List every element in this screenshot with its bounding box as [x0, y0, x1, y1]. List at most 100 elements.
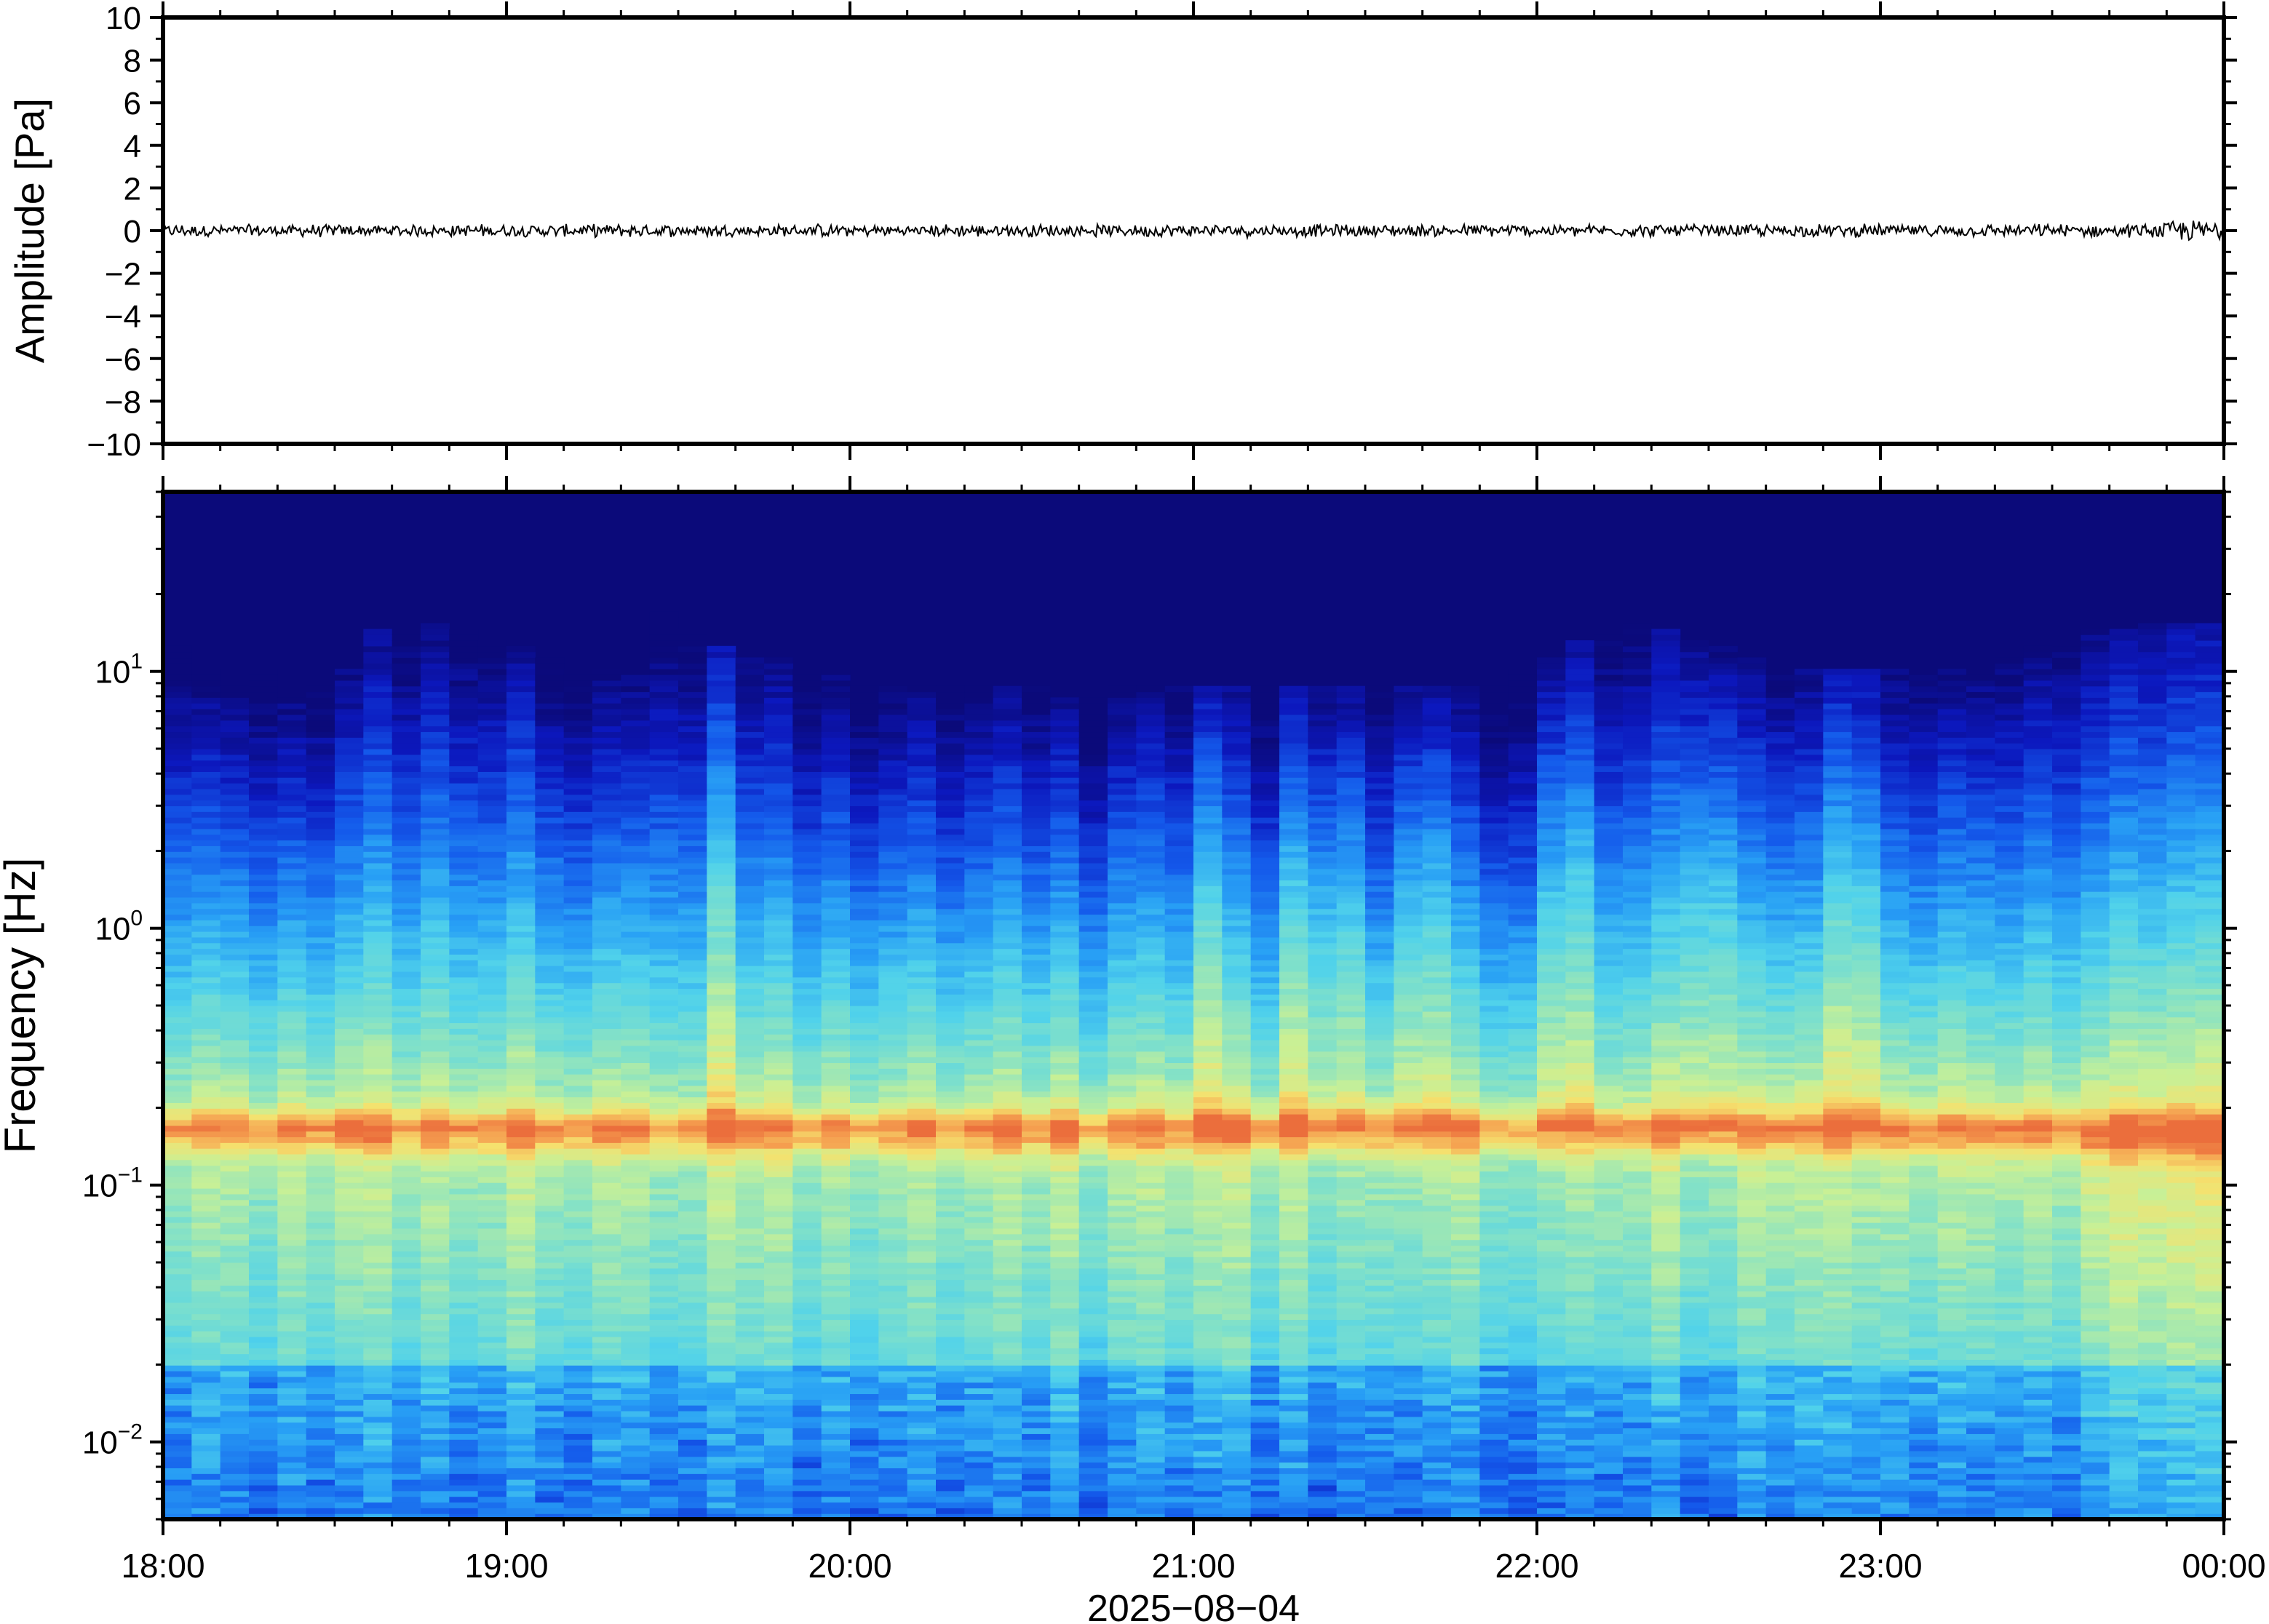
spectrogram-cell [878, 725, 908, 733]
spectrogram-cell [1050, 1319, 1080, 1326]
spectrogram-cell [249, 1114, 278, 1121]
spectrogram-cell [392, 1251, 421, 1257]
spectrogram-cell [792, 1336, 822, 1343]
spectrogram-cell [277, 1439, 307, 1446]
spectrogram-cell [649, 725, 679, 733]
spectrogram-cell [792, 1068, 822, 1075]
spectrogram-cell [678, 1251, 707, 1257]
spectrogram-cell [1078, 1513, 1108, 1519]
spectrogram-cell [249, 691, 278, 698]
spectrogram-cell [1050, 851, 1080, 858]
spectrogram-cell [735, 1188, 765, 1195]
spectrogram-cell [449, 1233, 479, 1241]
spectrogram-cell [535, 1034, 565, 1040]
spectrogram-cell [249, 1091, 278, 1098]
spectrogram-cell [1050, 840, 1080, 846]
spectrogram-cell [306, 868, 335, 875]
spectrogram-cell [678, 805, 707, 812]
spectrogram-cell [821, 1193, 851, 1201]
spectrogram-cell [878, 1416, 908, 1423]
spectrogram-cell [821, 777, 851, 784]
spectrogram-cell [821, 817, 851, 824]
spectrogram-cell [392, 1119, 421, 1126]
spectrogram-cell [707, 697, 736, 704]
spectrogram-cell [220, 971, 250, 978]
spectrogram-cell [821, 1227, 851, 1235]
spectrogram-cell [993, 1056, 1022, 1064]
spectrogram-cell [477, 1188, 507, 1195]
spectrogram-cell [792, 1045, 822, 1052]
spectrogram-cell [506, 1490, 536, 1497]
spectrogram-cell [678, 1319, 707, 1326]
spectrogram-cell [249, 794, 278, 801]
spectrogram-cell [993, 1062, 1022, 1069]
spectrogram-cell [821, 1153, 851, 1161]
spectrogram-cell [850, 891, 879, 898]
spectrogram-cell [993, 822, 1022, 829]
spectrogram-cell [678, 1313, 707, 1321]
spectrogram-cell [1050, 1040, 1080, 1046]
spectrogram-cell [764, 942, 793, 950]
spectrogram-cell [1078, 1490, 1108, 1497]
spectrogram-cell [421, 971, 450, 978]
spectrogram-cell [936, 966, 965, 972]
spectrogram-cell [936, 1342, 965, 1349]
spectrogram-cell [592, 1473, 621, 1480]
spectrogram-cell [392, 629, 421, 635]
spectrogram-cell [220, 1348, 250, 1355]
spectrogram-cell [392, 1513, 421, 1519]
spectrogram-cell [363, 1034, 393, 1040]
spectrogram-cell [735, 1273, 765, 1281]
spectrogram-cell [792, 1490, 822, 1497]
spectrogram-cell [191, 896, 221, 904]
spectrogram-cell [421, 857, 450, 864]
spectrogram-cell [191, 976, 221, 984]
spectrogram-cell [535, 1422, 565, 1429]
spectrogram-cell [764, 1091, 793, 1098]
spectrogram-cell [993, 1137, 1022, 1143]
spectrogram-cell [563, 948, 593, 955]
spectrogram-cell [792, 1371, 822, 1377]
spectrogram-cell [1078, 1342, 1108, 1349]
spectrogram-cell [220, 697, 250, 704]
spectrogram-cell [277, 1399, 307, 1406]
amplitude-y-tick-label: 6 [124, 86, 141, 122]
spectrogram-cell [993, 1291, 1022, 1297]
spectrogram-cell [191, 1091, 221, 1098]
spectrogram-cell [649, 651, 679, 658]
spectrogram-cell [392, 1257, 421, 1263]
spectrogram-cell [964, 697, 994, 704]
spectrogram-cell [1022, 794, 1051, 801]
spectrogram-cell [477, 862, 507, 869]
spectrogram-cell [421, 931, 450, 938]
spectrogram-cell [220, 1307, 250, 1315]
spectrogram-cell [421, 1051, 450, 1058]
spectrogram-cell [277, 1028, 307, 1035]
spectrogram-cell [878, 1388, 908, 1395]
spectrogram-cell [821, 1079, 851, 1086]
spectrogram-cell [707, 1456, 736, 1463]
spectrogram-cell [821, 1102, 851, 1109]
spectrogram-cell [277, 942, 307, 950]
spectrogram-cell [220, 908, 250, 915]
spectrogram-cell [249, 1233, 278, 1241]
spectrogram-cell [477, 800, 507, 807]
spectrogram-cell [449, 1137, 479, 1143]
spectrogram-cell [392, 1473, 421, 1480]
spectrogram-cell [678, 1422, 707, 1429]
spectrogram-cell [592, 1011, 621, 1018]
spectrogram-cell [306, 1074, 335, 1080]
spectrogram-cell [964, 1016, 994, 1024]
spectrogram-cell [1022, 737, 1051, 744]
spectrogram-cell [964, 811, 994, 818]
spectrogram-cell [621, 1217, 651, 1223]
spectrogram-cell [191, 834, 221, 841]
spectrogram-cell [678, 828, 707, 835]
spectrogram-cell [335, 1405, 364, 1412]
spectrogram-cell [964, 1490, 994, 1497]
spectrogram-cell [764, 1331, 793, 1337]
spectrogram-cell [735, 971, 765, 978]
spectrogram-cell [850, 902, 879, 909]
spectrogram-cell [477, 1040, 507, 1046]
spectrogram-cell [735, 1342, 765, 1349]
